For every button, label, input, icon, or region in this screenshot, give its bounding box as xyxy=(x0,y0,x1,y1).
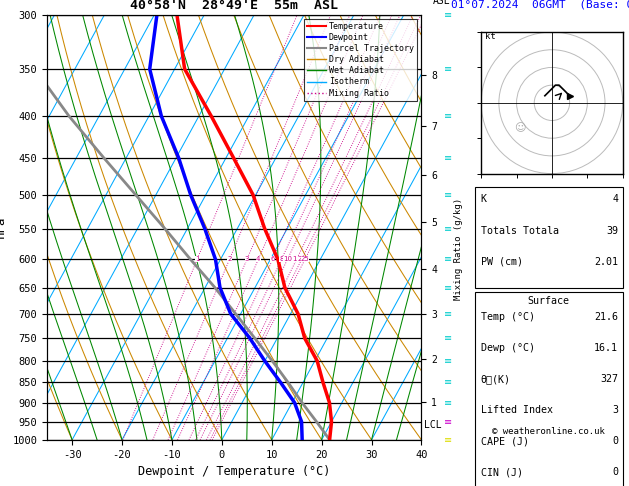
Text: Mixing Ratio (g/kg): Mixing Ratio (g/kg) xyxy=(454,197,464,299)
Text: 3: 3 xyxy=(612,405,618,416)
Text: ≡: ≡ xyxy=(444,283,452,293)
Text: CAPE (J): CAPE (J) xyxy=(481,436,529,447)
Text: ≡: ≡ xyxy=(444,356,452,366)
Text: Lifted Index: Lifted Index xyxy=(481,405,553,416)
Text: 39: 39 xyxy=(606,226,618,236)
Text: ≡: ≡ xyxy=(444,435,452,445)
Text: ≡: ≡ xyxy=(444,153,452,163)
Text: 16.1: 16.1 xyxy=(594,343,618,353)
Text: CIN (J): CIN (J) xyxy=(481,468,523,477)
Text: 3: 3 xyxy=(245,257,249,262)
Text: 2.01: 2.01 xyxy=(594,257,618,266)
Text: 10: 10 xyxy=(283,257,292,262)
Text: ≡: ≡ xyxy=(444,378,452,387)
Text: Totals Totala: Totals Totala xyxy=(481,226,559,236)
Text: θᴇ(K): θᴇ(K) xyxy=(481,374,511,384)
Text: ☺: ☺ xyxy=(515,123,526,133)
Text: 20: 20 xyxy=(298,257,306,262)
Text: 2: 2 xyxy=(227,257,231,262)
Text: km
ASL: km ASL xyxy=(433,0,451,6)
Text: © weatheronline.co.uk: © weatheronline.co.uk xyxy=(493,427,605,435)
Text: ≡: ≡ xyxy=(444,190,452,200)
Text: 0: 0 xyxy=(612,468,618,477)
Text: ≡: ≡ xyxy=(444,398,452,408)
Text: kt: kt xyxy=(485,32,496,41)
Text: Temp (°C): Temp (°C) xyxy=(481,312,535,322)
Text: ≡: ≡ xyxy=(444,64,452,74)
Text: LCL: LCL xyxy=(424,420,442,430)
Text: ≡: ≡ xyxy=(444,333,452,343)
Text: 6: 6 xyxy=(270,257,275,262)
Text: 4: 4 xyxy=(256,257,260,262)
Text: ≡: ≡ xyxy=(444,309,452,319)
Text: Dewp (°C): Dewp (°C) xyxy=(481,343,535,353)
Text: 8: 8 xyxy=(279,257,284,262)
Legend: Temperature, Dewpoint, Parcel Trajectory, Dry Adiabat, Wet Adiabat, Isotherm, Mi: Temperature, Dewpoint, Parcel Trajectory… xyxy=(304,19,417,101)
Bar xyxy=(475,292,623,486)
Bar xyxy=(475,187,623,289)
Text: ≡: ≡ xyxy=(444,111,452,121)
Text: 25: 25 xyxy=(301,257,309,262)
Text: K: K xyxy=(481,194,487,205)
Text: 15: 15 xyxy=(292,257,301,262)
Y-axis label: hPa: hPa xyxy=(0,216,7,239)
Text: 4: 4 xyxy=(612,194,618,205)
Text: 0: 0 xyxy=(612,436,618,447)
Text: ≡: ≡ xyxy=(444,224,452,234)
Text: Surface: Surface xyxy=(528,296,570,306)
Title: 40°58'N  28°49'E  55m  ASL: 40°58'N 28°49'E 55m ASL xyxy=(130,0,338,12)
Text: 21.6: 21.6 xyxy=(594,312,618,322)
Text: 01°07.2024  06GMT  (Base: 06): 01°07.2024 06GMT (Base: 06) xyxy=(451,0,629,10)
Text: 327: 327 xyxy=(600,374,618,384)
Text: ≡: ≡ xyxy=(444,254,452,264)
Text: 1: 1 xyxy=(195,257,199,262)
X-axis label: Dewpoint / Temperature (°C): Dewpoint / Temperature (°C) xyxy=(138,465,330,478)
Text: ≡: ≡ xyxy=(444,417,452,427)
Text: ≡: ≡ xyxy=(444,10,452,19)
Text: PW (cm): PW (cm) xyxy=(481,257,523,266)
